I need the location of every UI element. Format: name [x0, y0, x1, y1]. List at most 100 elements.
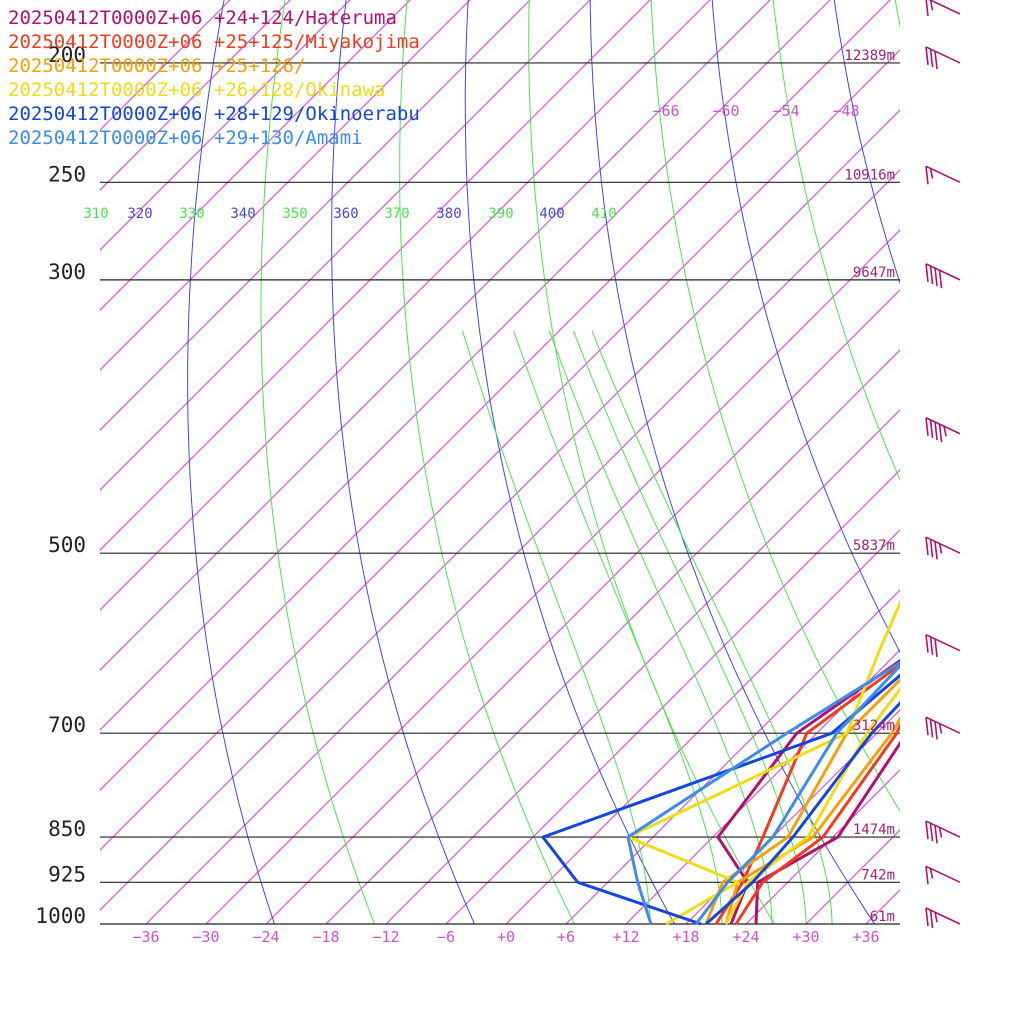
isotherm-line [100, 0, 711, 611]
wind-barb-flag [929, 719, 934, 738]
wind-barb [925, 907, 961, 929]
wind-barb-flag [934, 268, 938, 287]
legend: 20250412T0000Z+06 +24+124/Hateruma202504… [8, 7, 420, 149]
wind-barb-flag [929, 910, 934, 929]
temperature-tick-label: −12 [372, 928, 399, 946]
pressure-label: 850 [48, 817, 86, 841]
dry-adiabat-line [399, 0, 575, 925]
wind-barb-flag [934, 51, 938, 70]
legend-entry: 20250412T0000Z+06 +29+130/Amami [8, 127, 363, 149]
wind-barb [925, 536, 961, 560]
dewpoint-line-5 [626, 660, 900, 925]
isotherm-line [205, 229, 900, 925]
wind-barb-staff [925, 417, 961, 435]
wind-barb-flag [934, 912, 938, 923]
theta-label: 320 [127, 206, 152, 222]
wind-barb [925, 417, 961, 443]
wind-barb-flag [934, 825, 938, 844]
isotherm-line [625, 649, 900, 925]
dry-adiabat-line [833, 0, 900, 285]
wind-barb-flag [934, 541, 938, 560]
isotherm-line [100, 49, 900, 851]
temperature-line-3 [724, 686, 900, 925]
wind-barb-flag [925, 263, 929, 282]
temperature-tick-label: +36 [852, 928, 879, 946]
wind-barb-flag [925, 717, 929, 736]
theta-label: 310 [83, 206, 108, 222]
isotherm-line [100, 0, 891, 791]
dewpoint-line-0 [716, 658, 900, 925]
wind-barb [925, 820, 961, 844]
pressure-label: 500 [48, 533, 86, 557]
height-label: 10916m [844, 167, 895, 183]
isotherm-line [100, 0, 411, 311]
pressure-label: 200 [48, 43, 86, 67]
height-label: 9647m [853, 265, 895, 281]
dewpoint-line-4 [541, 673, 900, 925]
temperature-tick-label: +6 [557, 928, 575, 946]
legend-entry: 20250412T0000Z+06 +25+125/Miyakojima [8, 31, 420, 53]
dry-adiabat-line [331, 0, 475, 925]
temperature-tick-label: +30 [792, 928, 819, 946]
upper-isotherm-label: −54 [772, 102, 799, 120]
pressure-label: 250 [48, 162, 86, 186]
wind-barb [925, 0, 961, 17]
temperature-line-2 [724, 715, 900, 925]
upper-isotherm-label: −48 [832, 102, 859, 120]
wind-barb-flag [929, 0, 934, 11]
wind-barb-flag [938, 827, 943, 838]
isotherm-line [926, 0, 1024, 924]
temperature-tick-label: +0 [497, 928, 515, 946]
wind-barb-staff [925, 820, 961, 838]
moist-adiabat-line [548, 330, 773, 925]
wind-barb-flag [929, 265, 934, 285]
wind-barb [925, 165, 961, 185]
pressure-label: 700 [48, 713, 86, 737]
isotherm-line [100, 0, 471, 371]
wind-barb-flag [929, 823, 934, 842]
wind-barb-staff [925, 46, 961, 64]
pressure-label: 925 [48, 862, 86, 886]
dry-adiabat-line [260, 0, 375, 925]
upper-isotherm-label: −66 [652, 102, 679, 120]
wind-barb-staff [925, 865, 961, 884]
temperature-line-4 [705, 700, 900, 925]
temperature-tick-label: −30 [192, 928, 219, 946]
theta-label: 400 [539, 206, 564, 222]
wind-barb-staff [925, 263, 961, 281]
wind-barb-flag [925, 417, 929, 436]
wind-barb-staff [928, 0, 961, 15]
upper-isotherm-label: −60 [712, 102, 739, 120]
isotherm-line [100, 0, 771, 671]
wind-barb-flag [925, 0, 929, 17]
isotherm-line [100, 0, 291, 191]
isotherm-line [100, 0, 531, 431]
moist-adiabat-line [573, 330, 807, 925]
wind-barb-flag [925, 866, 929, 885]
wind-barb-staff [925, 536, 961, 554]
height-label: 3124m [853, 718, 895, 734]
temperature-tick-label: −6 [437, 928, 455, 946]
legend-entry: 20250412T0000Z+06 +28+129/Okinoerabu [8, 103, 420, 125]
temperature-tick-label: −24 [252, 928, 279, 946]
isotherm-line [100, 0, 651, 551]
wind-barb-flag [925, 634, 929, 653]
legend-entry: 20250412T0000Z+06 +25+126/ [8, 55, 305, 77]
wind-barb [925, 716, 961, 740]
temperature-tick-label: −36 [132, 928, 159, 946]
pressure-label: 300 [48, 260, 86, 284]
wind-barb-staff [925, 907, 961, 925]
dry-adiabat-line [1020, 0, 1024, 924]
wind-barb-staff [925, 165, 961, 184]
wind-barb-flag [925, 537, 929, 556]
wind-barb-flag [934, 421, 938, 441]
wind-barb-flag [938, 270, 943, 289]
theta-label: 380 [436, 206, 461, 222]
wind-barb [925, 633, 961, 658]
isotherm-line [265, 289, 900, 925]
isotherm-line [865, 889, 900, 925]
dry-adiabat-line [711, 0, 900, 654]
height-label: 742m [861, 867, 895, 883]
isotherm-line [100, 109, 900, 911]
